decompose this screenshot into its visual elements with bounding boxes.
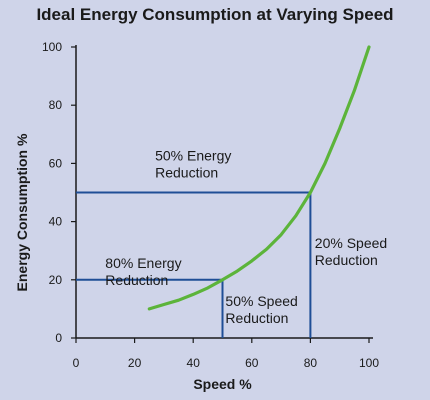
- annotation-line: 20% Speed: [315, 235, 387, 251]
- x-tick-label: 20: [128, 356, 142, 370]
- plot-area: 0 20 40 60 80 100 0 20 40 60 80 100 Speed % Energy Co…: [14, 40, 387, 392]
- energy-curve-line: [147, 45, 371, 311]
- annotation-line: 50% Speed: [225, 293, 297, 309]
- y-axis-label: Energy Consumption %: [14, 133, 30, 291]
- annotation-3: 50% Speed Reduction: [225, 293, 297, 326]
- annotation-line: Reduction: [225, 310, 288, 326]
- annotation-line: 50% Energy: [155, 147, 231, 163]
- annotation-2: 50% Energy Reduction: [155, 147, 231, 180]
- x-tick-label: 40: [187, 356, 201, 370]
- annotation-1: 80% Energy Reduction: [105, 255, 181, 288]
- x-tick-label: 80: [304, 356, 318, 370]
- y-tick-label: 40: [49, 215, 63, 229]
- x-tick-label: 100: [359, 356, 379, 370]
- annotation-4: 20% Speed Reduction: [315, 235, 387, 268]
- x-tick-label: 0: [73, 356, 80, 370]
- annotation-line: 80% Energy: [105, 255, 181, 271]
- annotation-line: Reduction: [315, 252, 378, 268]
- x-tick-label: 60: [245, 356, 259, 370]
- y-tick-label: 60: [49, 156, 63, 170]
- y-tick-label: 100: [42, 40, 62, 54]
- y-tick-label: 20: [49, 273, 63, 287]
- x-axis-label: Speed %: [193, 376, 252, 392]
- annotation-line: Reduction: [155, 164, 218, 180]
- y-tick-label: 80: [49, 98, 63, 112]
- chart-title: Ideal Energy Consumption at Varying Spee…: [36, 5, 393, 24]
- annotation-line: Reduction: [105, 272, 168, 288]
- y-tick-label: 0: [55, 331, 62, 345]
